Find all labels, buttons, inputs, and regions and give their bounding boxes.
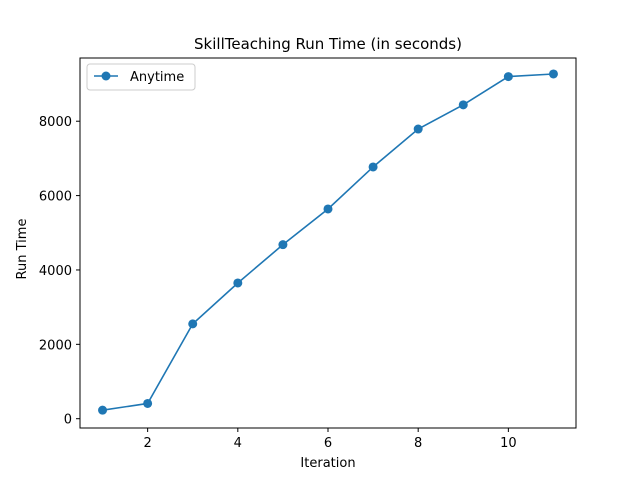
legend: Anytime [86,63,196,91]
y-tick-label: 4000 [39,264,72,279]
series-line [102,73,554,411]
data-point [233,278,243,288]
data-point [143,398,153,408]
data-point [278,240,288,250]
data-point [188,319,198,329]
x-tick-label: 6 [324,436,332,451]
x-axis-label: Iteration [300,456,355,471]
y-axis-label: Run Time [15,219,30,280]
x-tick-label: 10 [500,436,517,451]
data-point [98,405,108,415]
legend-box [86,63,196,91]
chart-title: SkillTeaching Run Time (in seconds) [194,35,462,53]
y-tick-label: 0 [64,413,72,428]
x-tick-label: 8 [414,436,422,451]
legend-label: Anytime [130,70,184,85]
legend-marker [101,71,111,81]
data-point [548,69,558,79]
y-tick-label: 6000 [39,190,72,205]
y-axis: 0 2000 4000 6000 8000 [39,115,80,428]
data-point [368,162,378,172]
data-point [458,100,468,110]
y-tick-label: 2000 [39,338,72,353]
y-tick-label: 8000 [39,115,72,130]
plot-area [79,57,577,429]
series-layer [98,69,558,415]
data-point [503,72,513,82]
x-axis: 2 4 6 8 10 [143,428,517,451]
x-tick-label: 2 [143,436,151,451]
data-point [413,124,423,134]
data-point [323,204,333,214]
x-tick-label: 4 [234,436,242,451]
axes-frame [79,57,577,429]
